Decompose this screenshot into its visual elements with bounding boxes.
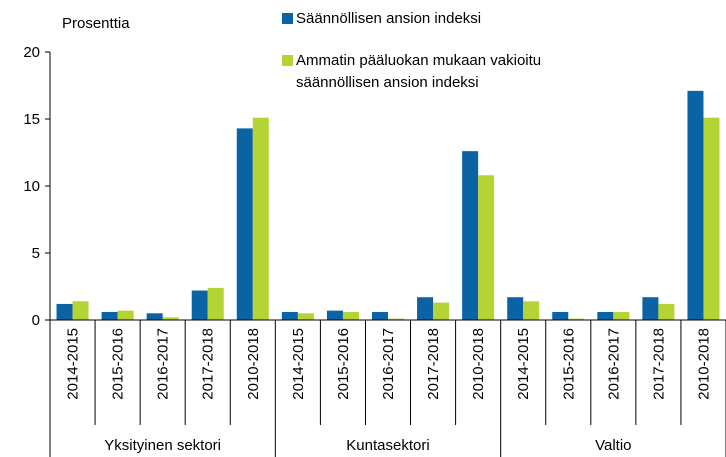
bar — [297, 313, 314, 320]
group-label: Valtio — [595, 437, 631, 454]
legend-item: Ammatin pääluokan mukaan vakioitu säännö… — [282, 50, 572, 94]
x-tick-label: 2016-2017 — [380, 328, 397, 400]
y-tick-label: 10 — [23, 178, 40, 195]
bar — [146, 313, 163, 320]
x-tick-label: 2017-2018 — [425, 328, 442, 400]
bar — [372, 311, 388, 320]
bar — [342, 311, 359, 320]
bar — [281, 311, 298, 320]
bar — [507, 297, 524, 320]
legend-label: Ammatin pääluokan mukaan vakioitu säännö… — [296, 52, 542, 91]
x-tick-label: 2014-2015 — [290, 328, 307, 400]
x-tick-label: 2014-2015 — [515, 328, 532, 400]
x-tick-label: 2017-2018 — [200, 328, 217, 400]
group-label: Kuntasektori — [346, 437, 429, 454]
legend-item: Säännöllisen ansion indeksi — [282, 8, 572, 30]
bar — [642, 297, 659, 320]
bar — [613, 311, 630, 320]
group-label: Yksityinen sektori — [104, 437, 221, 454]
bar — [72, 301, 89, 320]
bar — [597, 311, 614, 320]
bar — [101, 311, 118, 320]
legend-swatch — [282, 55, 293, 66]
bar — [462, 151, 479, 320]
y-tick-label: 20 — [23, 44, 40, 61]
legend-label: Säännöllisen ansion indeksi — [296, 10, 482, 27]
x-tick-label: 2016-2017 — [605, 328, 622, 400]
bar — [207, 287, 224, 320]
bar — [703, 117, 720, 320]
bar — [658, 303, 675, 320]
x-tick-label: 2017-2018 — [650, 328, 667, 400]
legend: Säännöllisen ansion indeksi Ammatin päälu… — [282, 8, 572, 100]
bar — [552, 311, 569, 320]
bar — [388, 318, 404, 320]
bar — [162, 317, 179, 320]
bar — [433, 302, 450, 320]
x-tick-label: 2015-2016 — [110, 328, 127, 400]
x-tick-label: 2014-2015 — [65, 328, 82, 400]
x-tick-label: 2015-2016 — [560, 328, 577, 400]
bar — [478, 175, 495, 320]
x-tick-label: 2010-2018 — [695, 328, 712, 400]
bar — [417, 297, 434, 320]
x-tick-label: 2010-2018 — [470, 328, 487, 400]
bar — [191, 290, 208, 320]
x-tick-label: 2010-2018 — [245, 328, 262, 400]
bar — [56, 303, 73, 320]
y-tick-label: 15 — [23, 111, 40, 128]
y-axis-label: Prosenttia — [62, 15, 130, 32]
bar — [523, 301, 540, 320]
bar — [252, 117, 269, 320]
x-tick-label: 2015-2016 — [335, 328, 352, 400]
bar — [568, 318, 585, 320]
legend-swatch — [282, 13, 293, 24]
bar — [326, 310, 343, 320]
x-tick-label: 2016-2017 — [155, 328, 172, 400]
y-tick-label: 5 — [32, 245, 40, 262]
bar — [687, 90, 704, 320]
bar — [117, 310, 134, 320]
y-tick-label: 0 — [32, 312, 40, 329]
bar — [236, 128, 253, 320]
